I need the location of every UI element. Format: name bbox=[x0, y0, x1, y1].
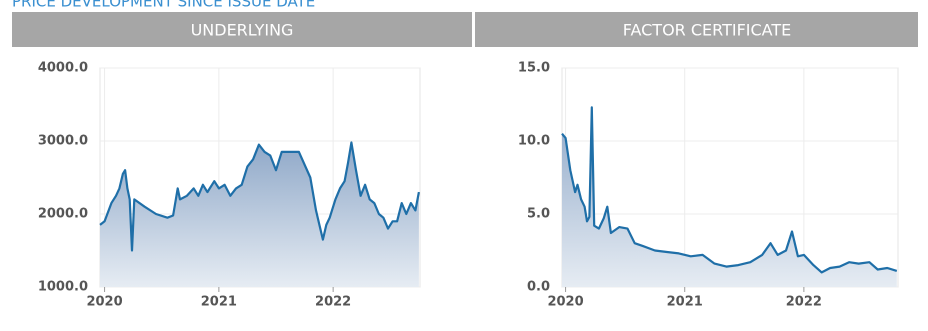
y-tick-label: 5.0 bbox=[527, 207, 550, 222]
x-tick-label: 2021 bbox=[201, 295, 237, 310]
y-tick-label: 10.0 bbox=[518, 134, 550, 149]
panel-header bbox=[475, 12, 918, 47]
line bbox=[99, 141, 420, 252]
panel-title: UNDERLYING bbox=[191, 21, 294, 40]
x-tick-label: 2022 bbox=[786, 295, 822, 310]
line bbox=[561, 106, 898, 274]
x-tick-label: 2022 bbox=[315, 295, 351, 310]
area-fill bbox=[562, 107, 897, 288]
x-tick-label: 2020 bbox=[86, 295, 122, 310]
page-title: PRICE DEVELOPMENT SINCE ISSUE DATE bbox=[12, 0, 315, 11]
y-tick-label: 15.0 bbox=[518, 61, 550, 76]
y-tick-label: 2000.0 bbox=[38, 207, 88, 222]
y-tick-label: 1000.0 bbox=[38, 280, 88, 295]
y-tick-label: 0.0 bbox=[527, 280, 550, 295]
y-tick-label: 4000.0 bbox=[38, 61, 88, 76]
panel-title: FACTOR CERTIFICATE bbox=[623, 21, 792, 40]
y-tick-label: 3000.0 bbox=[38, 134, 88, 149]
panel-header bbox=[12, 12, 472, 47]
x-tick-label: 2020 bbox=[547, 295, 583, 310]
x-tick-label: 2021 bbox=[667, 295, 703, 310]
area-fill bbox=[100, 142, 419, 287]
